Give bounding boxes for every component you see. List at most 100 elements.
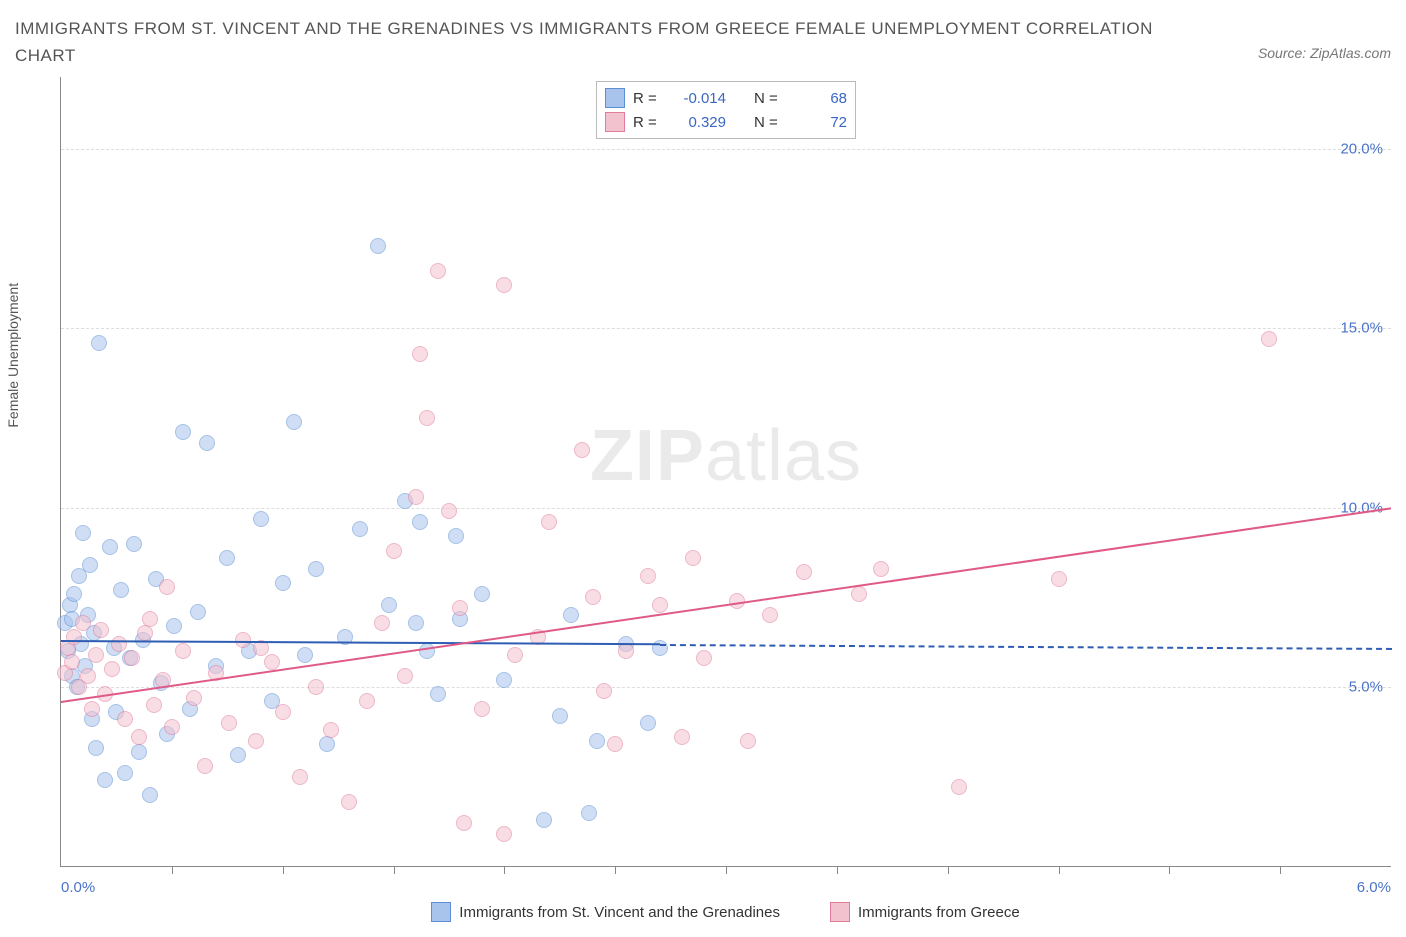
scatter-point bbox=[175, 424, 191, 440]
x-tick-label: 6.0% bbox=[1357, 879, 1391, 896]
scatter-point bbox=[541, 514, 557, 530]
scatter-point bbox=[589, 733, 605, 749]
series-legend: Immigrants from St. Vincent and the Gren… bbox=[60, 902, 1391, 922]
x-tick bbox=[283, 866, 284, 874]
scatter-point bbox=[104, 661, 120, 677]
legend-r-value: -0.014 bbox=[671, 90, 726, 107]
scatter-point bbox=[219, 550, 235, 566]
trend-line bbox=[61, 640, 660, 645]
scatter-point bbox=[131, 744, 147, 760]
gridline bbox=[61, 328, 1391, 329]
scatter-point bbox=[142, 787, 158, 803]
x-tick bbox=[394, 866, 395, 874]
scatter-point bbox=[186, 690, 202, 706]
scatter-point bbox=[652, 640, 668, 656]
scatter-point bbox=[563, 607, 579, 623]
scatter-point bbox=[796, 564, 812, 580]
legend-n-label: N = bbox=[754, 114, 784, 131]
scatter-point bbox=[75, 525, 91, 541]
scatter-point bbox=[97, 772, 113, 788]
scatter-point bbox=[88, 740, 104, 756]
legend-label: Immigrants from Greece bbox=[858, 904, 1020, 921]
scatter-point bbox=[851, 586, 867, 602]
scatter-point bbox=[873, 561, 889, 577]
scatter-point bbox=[408, 489, 424, 505]
legend-n-label: N = bbox=[754, 90, 784, 107]
x-tick bbox=[948, 866, 949, 874]
scatter-point bbox=[456, 815, 472, 831]
scatter-point bbox=[126, 536, 142, 552]
watermark: ZIPatlas bbox=[590, 415, 862, 497]
scatter-point bbox=[91, 335, 107, 351]
legend-swatch bbox=[605, 88, 625, 108]
y-tick-label: 15.0% bbox=[1340, 320, 1383, 337]
scatter-point bbox=[452, 600, 468, 616]
x-tick bbox=[172, 866, 173, 874]
scatter-point bbox=[253, 511, 269, 527]
scatter-point bbox=[596, 683, 612, 699]
scatter-point bbox=[66, 586, 82, 602]
scatter-point bbox=[88, 647, 104, 663]
correlation-legend: R =-0.014N =68R =0.329N =72 bbox=[596, 81, 856, 139]
scatter-point bbox=[117, 765, 133, 781]
scatter-point bbox=[64, 654, 80, 670]
scatter-point bbox=[448, 528, 464, 544]
scatter-point bbox=[496, 672, 512, 688]
legend-row: R =-0.014N =68 bbox=[605, 86, 847, 110]
scatter-point bbox=[1051, 571, 1067, 587]
legend-swatch bbox=[830, 902, 850, 922]
trend-line bbox=[659, 644, 1391, 650]
x-tick-label: 0.0% bbox=[61, 879, 95, 896]
gridline bbox=[61, 508, 1391, 509]
scatter-point bbox=[740, 733, 756, 749]
scatter-point bbox=[696, 650, 712, 666]
gridline bbox=[61, 149, 1391, 150]
scatter-point bbox=[142, 611, 158, 627]
scatter-point bbox=[397, 668, 413, 684]
scatter-point bbox=[536, 812, 552, 828]
scatter-point bbox=[408, 615, 424, 631]
scatter-point bbox=[230, 747, 246, 763]
legend-item: Immigrants from St. Vincent and the Gren… bbox=[431, 902, 780, 922]
scatter-point bbox=[496, 277, 512, 293]
scatter-point bbox=[341, 794, 357, 810]
scatter-point bbox=[308, 561, 324, 577]
scatter-point bbox=[82, 557, 98, 573]
legend-item: Immigrants from Greece bbox=[830, 902, 1020, 922]
legend-row: R =0.329N =72 bbox=[605, 110, 847, 134]
scatter-point bbox=[286, 414, 302, 430]
scatter-point bbox=[75, 615, 91, 631]
scatter-point bbox=[264, 654, 280, 670]
scatter-point bbox=[386, 543, 402, 559]
gridline bbox=[61, 687, 1391, 688]
x-tick bbox=[726, 866, 727, 874]
scatter-point bbox=[412, 514, 428, 530]
scatter-point bbox=[113, 582, 129, 598]
scatter-point bbox=[412, 346, 428, 362]
x-tick bbox=[1169, 866, 1170, 874]
scatter-point bbox=[496, 826, 512, 842]
scatter-point bbox=[190, 604, 206, 620]
x-tick bbox=[615, 866, 616, 874]
legend-label: Immigrants from St. Vincent and the Gren… bbox=[459, 904, 780, 921]
scatter-point bbox=[474, 701, 490, 717]
scatter-point bbox=[137, 625, 153, 641]
scatter-point bbox=[159, 579, 175, 595]
scatter-point bbox=[146, 697, 162, 713]
scatter-point bbox=[640, 715, 656, 731]
scatter-point bbox=[552, 708, 568, 724]
scatter-point bbox=[319, 736, 335, 752]
legend-n-value: 68 bbox=[792, 90, 847, 107]
scatter-point bbox=[581, 805, 597, 821]
scatter-point bbox=[374, 615, 390, 631]
scatter-point bbox=[131, 729, 147, 745]
scatter-point bbox=[419, 643, 435, 659]
scatter-point bbox=[474, 586, 490, 602]
scatter-point bbox=[370, 238, 386, 254]
legend-n-value: 72 bbox=[792, 114, 847, 131]
y-axis-label: Female Unemployment bbox=[5, 283, 21, 428]
scatter-point bbox=[308, 679, 324, 695]
source-attribution: Source: ZipAtlas.com bbox=[1258, 45, 1391, 61]
scatter-point bbox=[275, 575, 291, 591]
scatter-point bbox=[762, 607, 778, 623]
